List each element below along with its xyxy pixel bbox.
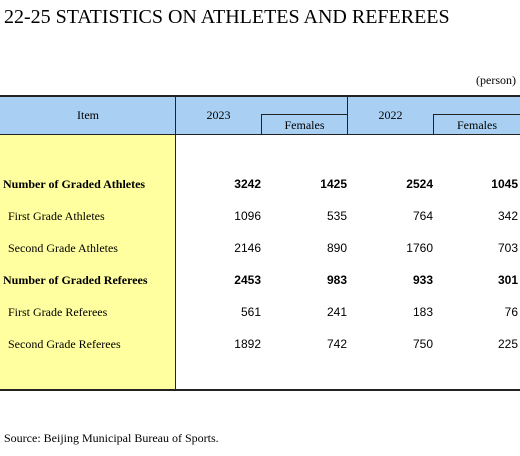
cell-value: 225 [497,337,518,351]
cell-value: 561 [240,305,261,319]
unit: (person) [476,73,516,87]
year-header: 2023 [206,108,231,122]
cell-value: 1425 [320,177,347,191]
cell-value: 983 [326,273,347,287]
item-column-bg [0,135,176,390]
source: Source: Beijing Municipal Bureau of Spor… [4,431,219,445]
sub-header: Females [284,118,325,132]
cell-value: 1760 [406,241,433,255]
cell-value: 301 [497,273,518,287]
cell-value: 2146 [234,241,261,255]
cell-value: 742 [326,337,347,351]
row-label: Second Grade Referees [8,337,121,351]
cell-value: 241 [326,305,347,319]
sub-border [261,114,262,135]
cell-value: 703 [497,241,518,255]
cell-value: 933 [412,273,433,287]
year-divider [347,96,348,135]
cell-value: 1096 [234,209,261,223]
cell-value: 3242 [234,177,261,191]
row-label: Number of Graded Referees [3,273,148,287]
cell-value: 535 [326,209,347,223]
bottom-border [0,389,520,391]
cell-value: 2524 [406,177,433,191]
top-border [0,95,520,97]
cell-value: 1892 [234,337,261,351]
cell-value: 1045 [491,177,518,191]
item-header: Item [77,108,99,122]
cell-value: 890 [326,241,347,255]
year-header: 2022 [378,108,403,122]
row-label: First Grade Athletes [8,209,105,223]
cell-value: 342 [497,209,518,223]
row-label: Number of Graded Athletes [3,177,146,191]
cell-value: 764 [412,209,433,223]
row-label: First Grade Referees [8,305,108,319]
sub-border [433,114,520,115]
sub-border [261,114,347,115]
row-label: Second Grade Athletes [8,241,118,255]
sub-header: Females [457,118,497,132]
cell-value: 2453 [234,273,261,287]
header-border [0,134,520,135]
cell-value: 76 [504,305,518,319]
title: 22-25 STATISTICS ON ATHLETES AND REFEREE… [4,6,450,28]
cell-value: 183 [412,305,433,319]
column-divider [175,96,176,390]
sub-border [433,114,434,135]
cell-value: 750 [412,337,433,351]
